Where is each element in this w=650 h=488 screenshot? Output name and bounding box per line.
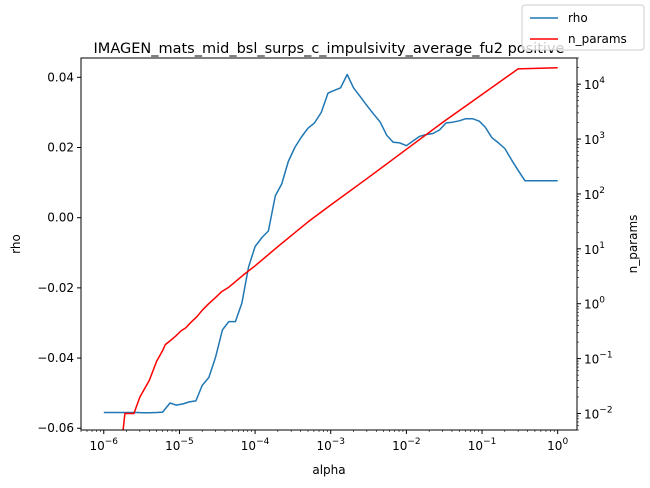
n-params-line [122, 66, 558, 431]
y-axis-label: rho [9, 234, 23, 254]
x-axis-label: alpha [312, 463, 345, 477]
x-tick-label: 10−4 [241, 437, 270, 453]
x-tick-label: 10−3 [316, 437, 345, 453]
y-right-tick-label: 103 [584, 131, 605, 147]
x-axis: 10−6 10−5 10−4 10−3 10−2 10−1 100 [80, 430, 568, 453]
legend: rho n_params [521, 4, 645, 51]
y-axis-right: 10−2 10−1 100 101 102 103 104 [577, 57, 613, 431]
y-right-tick-label: 10−2 [584, 405, 613, 421]
x-tick-label: 10−5 [165, 437, 194, 453]
n-params-series [122, 66, 558, 431]
x-tick-label: 10−6 [89, 437, 118, 453]
y-right-tick-label: 100 [584, 296, 605, 312]
legend-label-n-params: n_params [568, 32, 627, 46]
x-tick-label: 10−1 [468, 437, 497, 453]
rho-series [103, 73, 558, 414]
y-tick-label: 0.00 [47, 211, 74, 225]
y-right-tick-label: 101 [584, 241, 605, 257]
y-tick-label: 0.04 [47, 70, 74, 84]
legend-label-rho: rho [568, 11, 588, 25]
rho-line [103, 73, 558, 414]
y-axis-right-label: n_params [626, 215, 640, 274]
plot-frame [80, 57, 578, 431]
chart-title: IMAGEN_mats_mid_bsl_surps_c_impulsivity_… [94, 41, 565, 57]
y-tick-label: −0.04 [37, 351, 74, 365]
y-right-tick-label: 104 [584, 76, 605, 92]
y-tick-label: −0.02 [37, 281, 74, 295]
y-right-tick-label: 102 [584, 186, 605, 202]
y-axis-left: 0.04 0.02 0.00 −0.02 −0.04 −0.06 [37, 70, 81, 435]
plot-area [80, 57, 578, 431]
x-tick-label: 10−2 [392, 437, 421, 453]
x-tick-label: 100 [547, 437, 568, 453]
y-tick-label: 0.02 [47, 140, 74, 154]
y-right-tick-label: 10−1 [584, 351, 613, 367]
y-tick-label: −0.06 [37, 421, 74, 435]
